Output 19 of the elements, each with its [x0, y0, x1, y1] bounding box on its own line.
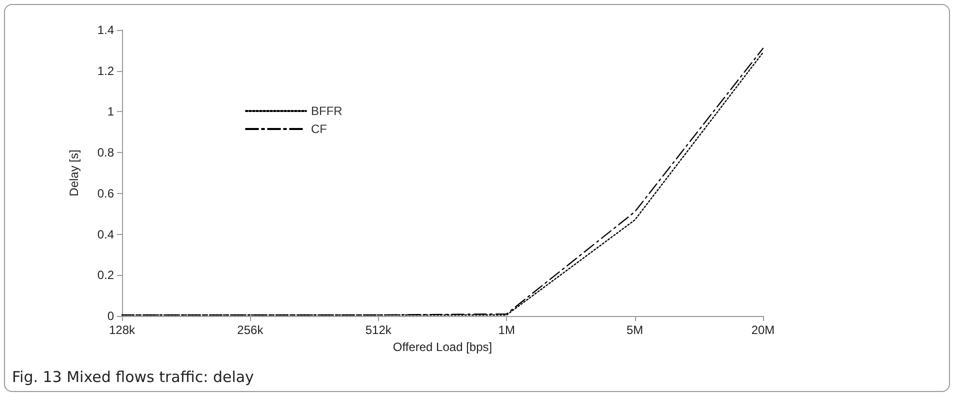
x-axis-title: Offered Load [bps] [392, 340, 492, 354]
y-axis-title: Delay [s] [67, 150, 81, 196]
y-tick-label: 0.6 [97, 186, 114, 200]
x-tick-label: 1M [498, 323, 515, 337]
x-tick-label: 20M [751, 323, 775, 337]
y-tick-label: 0.4 [97, 227, 114, 242]
y-tick-label: 0.2 [97, 268, 114, 282]
y-tick-label: 0.8 [97, 146, 114, 160]
y-tick-label: 1.2 [97, 64, 114, 78]
x-tick-label: 5M [626, 323, 644, 337]
x-tick-label: 256k [237, 323, 264, 337]
x-tick-label: 128k [108, 323, 136, 337]
legend-label: CF [311, 122, 327, 136]
y-tick-label: 0 [107, 309, 114, 323]
y-tick-label: 1 [107, 104, 114, 119]
x-tick-label: 512k [365, 323, 392, 337]
y-tick-label: 1.4 [97, 23, 114, 37]
caption: Fig. 13 Mixed flows traffic: delay [12, 368, 254, 386]
legend-label: BFFR [311, 104, 343, 118]
